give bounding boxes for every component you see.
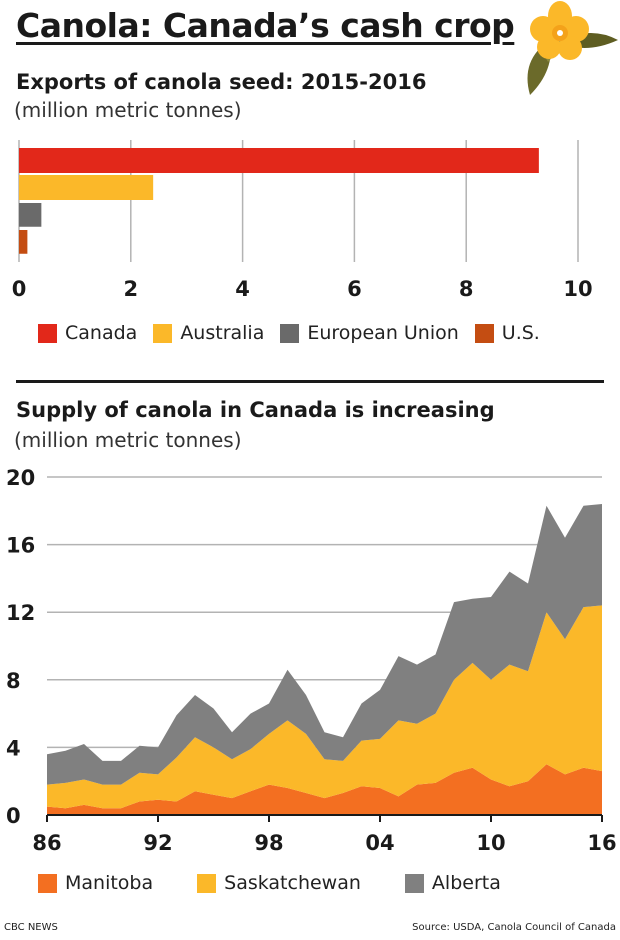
x-tick-label: 86 — [32, 831, 61, 855]
legend-label: European Union — [307, 322, 459, 344]
area-manitoba — [47, 764, 602, 815]
chart1-title: Exports of canola seed: 2015-2016 — [16, 70, 427, 94]
legend-swatch — [280, 323, 300, 343]
legend-item-alberta: Alberta — [404, 872, 501, 894]
y-tick-label: 8 — [6, 669, 21, 693]
x-tick-label: 92 — [143, 831, 172, 855]
bar-australia — [19, 175, 154, 200]
legend-item-australia: Australia — [153, 322, 264, 344]
bar-european-union — [19, 203, 42, 227]
legend-label: Manitoba — [65, 872, 154, 894]
x-tick-label: 0 — [12, 277, 27, 301]
legend-item-saskatchewan: Saskatchewan — [197, 872, 361, 894]
canola-flower-icon — [510, 0, 620, 104]
legend-swatch — [404, 873, 424, 893]
page-title: Canola: Canada’s cash crop — [16, 6, 515, 45]
y-tick-label: 12 — [6, 601, 35, 625]
legend-swatch — [153, 323, 173, 343]
legend-item-manitoba: Manitoba — [38, 872, 153, 894]
x-tick-label: 6 — [347, 277, 362, 301]
source-label: Source: USDA, Canola Council of Canada — [412, 922, 616, 933]
x-tick-label: 8 — [459, 277, 474, 301]
legend-swatch — [38, 323, 57, 343]
x-tick-label: 4 — [235, 277, 250, 301]
credit-label: CBC NEWS — [4, 922, 58, 933]
supply-legend: Manitoba Saskatchewan Alberta — [38, 872, 545, 894]
y-tick-label: 16 — [6, 534, 35, 558]
legend-swatch — [474, 323, 494, 343]
bar-u-s- — [19, 230, 28, 254]
y-tick-label: 0 — [6, 804, 21, 828]
x-tick-label: 16 — [587, 831, 616, 855]
area-saskatchewan — [47, 605, 602, 809]
legend-item-u-s-: U.S. — [474, 322, 540, 344]
area-alberta — [47, 504, 602, 785]
y-tick-label: 4 — [6, 736, 21, 760]
legend-label: Saskatchewan — [224, 872, 361, 894]
chart2-title: Supply of canola in Canada is increasing — [16, 398, 495, 422]
exports-legend: Canada Australia European Union U.S. — [38, 322, 556, 344]
legend-item-canada: Canada — [38, 322, 137, 344]
x-tick-label: 10 — [563, 277, 592, 301]
legend-swatch — [38, 873, 57, 893]
legend-label: Australia — [180, 322, 265, 344]
bar-canada — [19, 148, 539, 173]
x-tick-label: 10 — [476, 831, 505, 855]
exports-bar-chart: 0 2 4 6 8 10 — [12, 140, 593, 301]
chart2-subtitle: (million metric tonnes) — [14, 428, 242, 452]
legend-swatch — [197, 873, 217, 893]
x-tick-label: 04 — [365, 831, 394, 855]
legend-label: Canada — [65, 322, 138, 344]
legend-item-european-union: European Union — [280, 322, 459, 344]
chart1-subtitle: (million metric tonnes) — [14, 98, 242, 122]
legend-label: U.S. — [501, 322, 540, 344]
y-tick-label: 20 — [6, 466, 35, 490]
x-tick-label: 98 — [254, 831, 283, 855]
section-divider — [16, 380, 604, 383]
x-tick-label: 2 — [123, 277, 138, 301]
legend-label: Alberta — [431, 872, 501, 894]
